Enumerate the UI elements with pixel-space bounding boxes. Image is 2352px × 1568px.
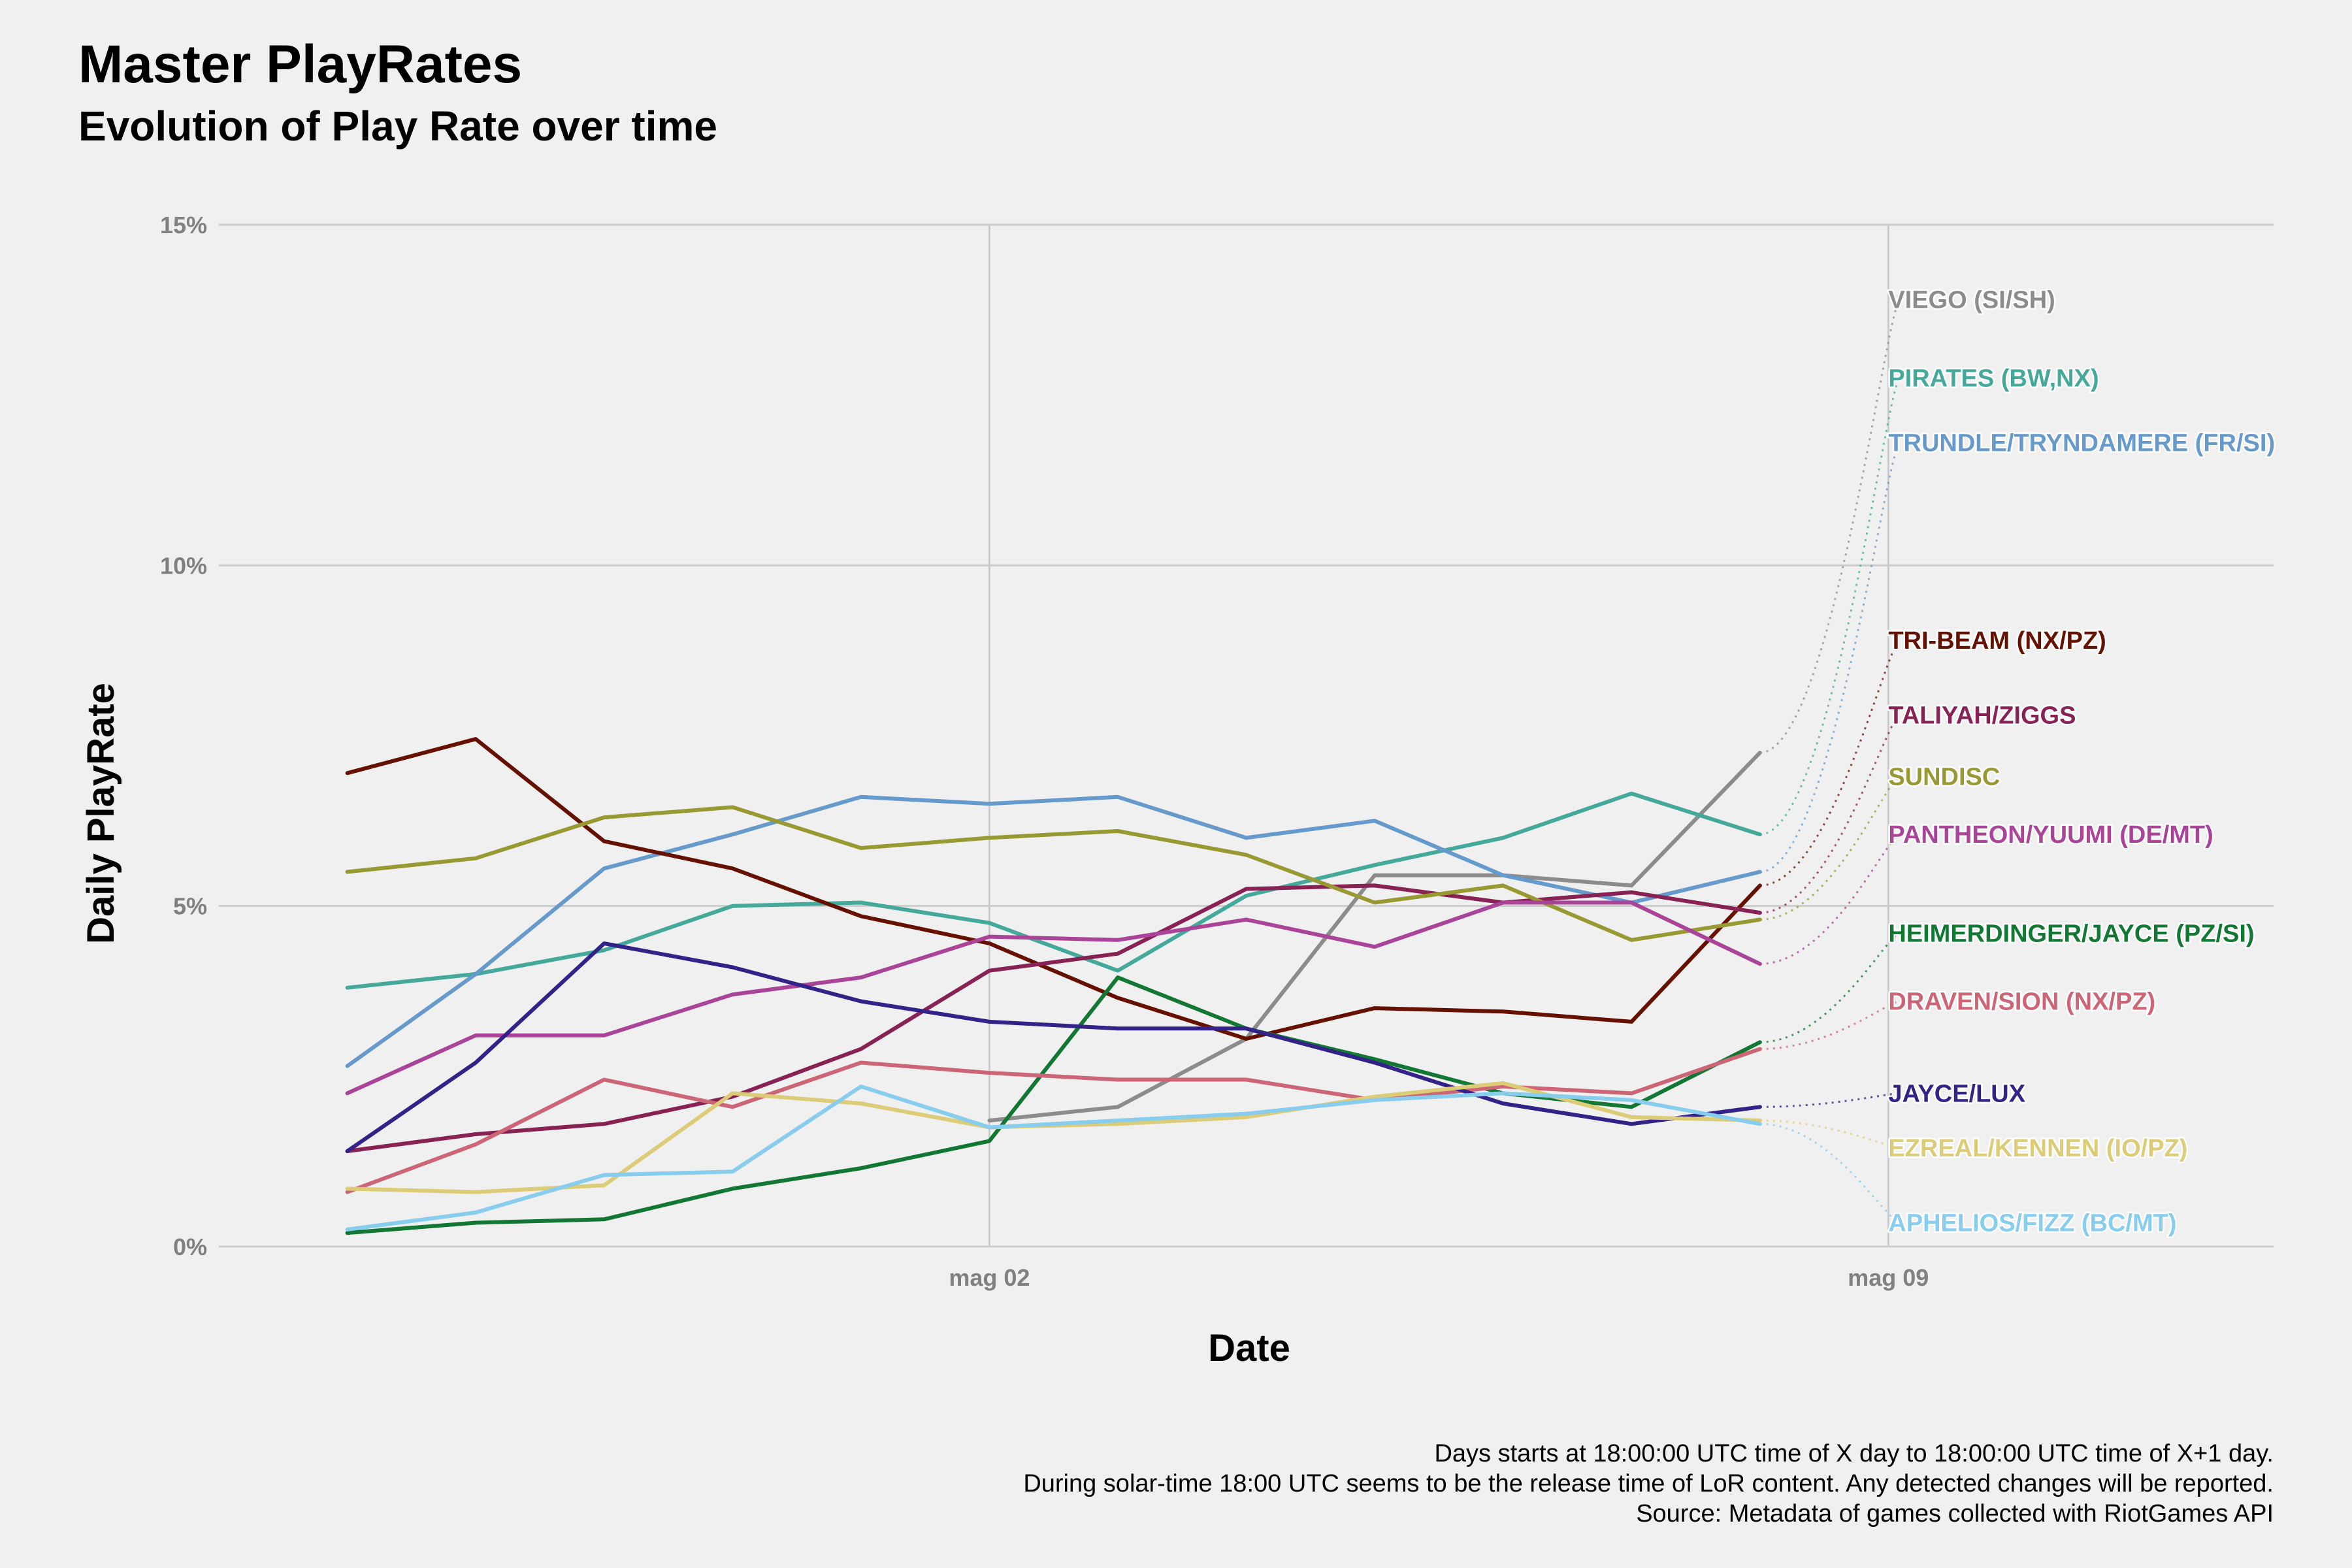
chart-subtitle: Evolution of Play Rate over time bbox=[78, 103, 717, 150]
series-label-4: TALIYAH/ZIGGS bbox=[1888, 702, 2076, 730]
series-lines bbox=[345, 737, 1762, 1235]
label-connector-3 bbox=[1759, 639, 1901, 887]
series-line-9 bbox=[345, 941, 1762, 1153]
series-label-7: HEIMERDINGER/JAYCE (PZ/SI) bbox=[1888, 920, 2254, 947]
label-connector-1 bbox=[1759, 377, 1901, 836]
label-connector-8 bbox=[1759, 1000, 1901, 1051]
series-line-0 bbox=[987, 751, 1762, 1123]
y-tick-label-1: 5% bbox=[173, 893, 207, 920]
caption-line-3: Source: Metadata of games collected with… bbox=[1636, 1500, 2274, 1527]
series-labels: VIEGO (SI/SH) PIRATES (BW,NX) TRUNDLE/TRYN… bbox=[1887, 285, 2277, 1239]
label-connector-11 bbox=[1759, 1122, 1901, 1224]
y-axis-title: Daily PlayRate bbox=[80, 683, 122, 944]
label-connector-0 bbox=[1759, 299, 1901, 754]
chart-title: Master PlayRates bbox=[78, 35, 523, 94]
caption-line-2: During solar-time 18:00 UTC seems to be … bbox=[1023, 1470, 2274, 1497]
series-label-0: VIEGO (SI/SH) bbox=[1888, 287, 2055, 314]
series-line-2 bbox=[345, 794, 1762, 1068]
x-axis-title: Date bbox=[1208, 1327, 1290, 1369]
label-connector-5 bbox=[1759, 776, 1901, 921]
caption-line-1: Days starts at 18:00:00 UTC time of X da… bbox=[1434, 1440, 2274, 1467]
x-tick-label-1: mag 09 bbox=[1848, 1264, 1929, 1291]
x-tick-label-0: mag 02 bbox=[949, 1264, 1030, 1291]
series-label-5: SUNDISC bbox=[1888, 764, 2000, 791]
series-label-11: APHELIOS/FIZZ (BC/MT) bbox=[1888, 1210, 2176, 1237]
series-label-9: JAYCE/LUX bbox=[1888, 1080, 2025, 1107]
series-label-1: PIRATES (BW,NX) bbox=[1888, 365, 2099, 393]
series-line-1 bbox=[345, 791, 1762, 990]
y-tick-label-2: 10% bbox=[160, 552, 207, 579]
series-line-8 bbox=[345, 1047, 1762, 1194]
series-label-3: TRI-BEAM (NX/PZ) bbox=[1888, 627, 2106, 655]
label-connector-6 bbox=[1759, 833, 1901, 965]
axis-tick-labels: 0% 5% 10% 15% mag 02 mag 09 bbox=[160, 212, 1929, 1291]
label-connector-7 bbox=[1759, 932, 1901, 1043]
series-label-10: EZREAL/KENNEN (IO/PZ) bbox=[1888, 1135, 2187, 1162]
series-line-6 bbox=[345, 900, 1762, 1096]
grid-lines bbox=[219, 223, 2274, 1248]
label-connector-2 bbox=[1759, 442, 1901, 873]
y-tick-label-3: 15% bbox=[160, 212, 207, 238]
label-connectors bbox=[1759, 299, 1901, 1224]
series-label-6: PANTHEON/YUUMI (DE/MT) bbox=[1888, 821, 2213, 849]
series-label-8: DRAVEN/SION (NX/PZ) bbox=[1888, 988, 2155, 1016]
label-connector-10 bbox=[1759, 1119, 1901, 1149]
y-tick-label-0: 0% bbox=[173, 1233, 207, 1260]
series-label-2: TRUNDLE/TRYNDAMERE (FR/SI) bbox=[1888, 430, 2275, 457]
label-connector-9 bbox=[1759, 1092, 1901, 1108]
series-line-11 bbox=[345, 1085, 1762, 1232]
series-line-5 bbox=[345, 805, 1762, 942]
chart-caption: Days starts at 18:00:00 UTC time of X da… bbox=[1023, 1439, 2274, 1529]
series-line-3 bbox=[345, 737, 1762, 1041]
